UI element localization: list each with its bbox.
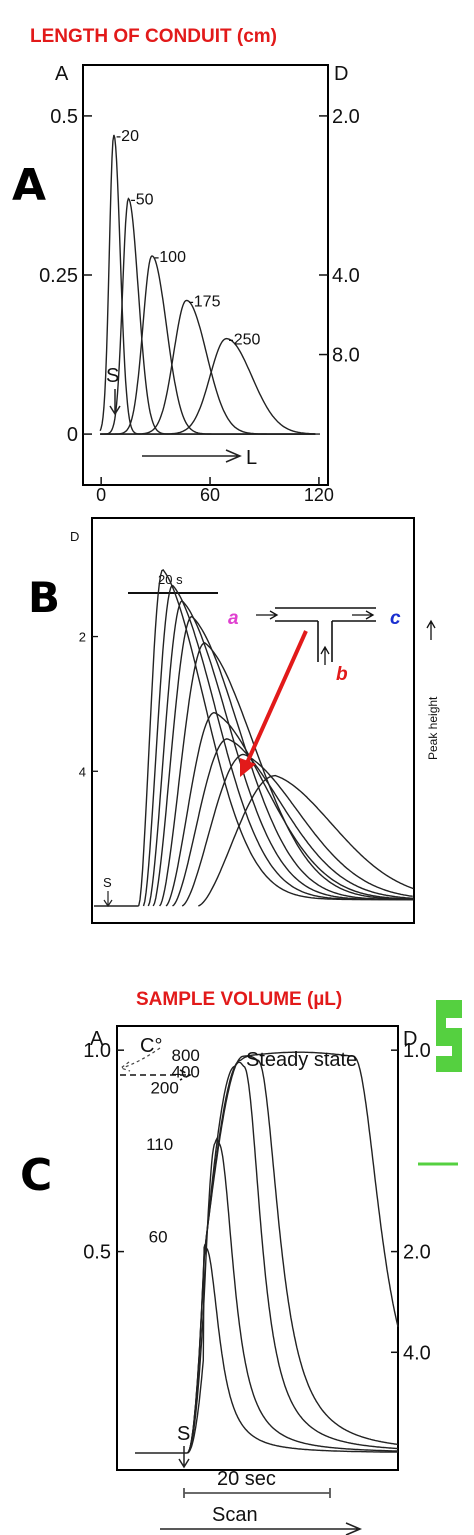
panel-c-left-ticks: 1.0 0.5 — [83, 1040, 124, 1264]
panel-c-title: SAMPLE VOLUME (µL) — [136, 989, 342, 1010]
panel-b-vertical-label: Peak height — [426, 696, 440, 760]
panel-c-letter: C — [20, 1150, 52, 1201]
panel-c: SAMPLE VOLUME (µL) C A D 1.0 0.5 1.0 2.0 4.… — [20, 989, 462, 1535]
panel-a-series-label: -175 — [188, 293, 220, 310]
panel-a-curves — [99, 134, 320, 435]
panel-c-series-label: 800 — [172, 1046, 200, 1065]
panel-a-right-tick-label: 8.0 — [332, 345, 360, 367]
panel-a-x-tick-label: 0 — [96, 485, 106, 505]
panel-c-scan-arrow — [160, 1522, 363, 1535]
panel-a-left-ticks: 0.5 0.25 0 — [39, 106, 92, 446]
panel-c-series-label: 400 — [172, 1062, 200, 1081]
panel-b-curve — [198, 774, 414, 907]
panel-b-scale-label: 20 s — [158, 572, 183, 587]
inlet-a-label: a — [228, 608, 239, 629]
panel-b-curves — [94, 568, 414, 907]
panel-a-scan-arrow — [142, 449, 242, 463]
panel-a-left-tick-label: 0.5 — [50, 106, 78, 128]
panel-c-curve-110 — [186, 1137, 398, 1454]
panel-a-right-axis-label: D — [334, 63, 348, 85]
panel-c-curves — [135, 1051, 399, 1454]
panel-b: B D 24 20 s a c b S Peak height — [28, 517, 440, 924]
panel-a-curve-50 — [100, 197, 316, 435]
panel-c-x-label: Scan — [212, 1504, 258, 1526]
panel-c-series-label: 60 — [149, 1227, 168, 1246]
panel-c-right-axis-label: D — [403, 1028, 417, 1050]
panel-b-plot-frame — [91, 517, 415, 924]
panel-a-letter: A — [12, 160, 46, 211]
panel-a-x-ticks: 0 60 120 — [96, 477, 334, 505]
panel-c-right-tick-label: 4.0 — [403, 1342, 431, 1364]
panel-a-series-labels: -20 -50 -100 -175 -250 — [116, 128, 261, 349]
panel-b-sample-arrow — [103, 891, 113, 908]
panel-b-left-tick-label: 2 — [79, 630, 86, 645]
panel-a-x-tick-label: 120 — [304, 485, 334, 505]
panel-c-right-tick-label: 2.0 — [403, 1242, 431, 1264]
panel-a-left-tick-label: 0 — [67, 424, 78, 446]
cropped-green-decoration — [436, 1000, 462, 1072]
panel-c-c0-label: C° — [140, 1035, 162, 1057]
panel-a-x-label: L — [246, 447, 257, 469]
panel-b-mixing-tee-inset: a c b — [228, 607, 401, 685]
inlet-b-label: b — [336, 664, 348, 685]
panel-a-series-label: -100 — [154, 249, 186, 266]
panel-b-axis-label: D — [70, 529, 79, 544]
panel-c-series-label: 200 — [150, 1078, 178, 1097]
panel-c-sample-marker: S — [177, 1423, 190, 1445]
panel-a: LENGTH OF CONDUIT (cm) A A D 0.5 0.25 0 2.… — [12, 26, 360, 505]
panel-b-curve — [152, 615, 414, 907]
panel-a-sample-arrow — [109, 389, 121, 416]
panel-b-curve — [165, 711, 414, 907]
panel-c-curve-400 — [186, 1055, 399, 1454]
outlet-c-arrow — [352, 610, 375, 620]
panel-c-series-label: 110 — [146, 1135, 173, 1154]
panel-a-x-tick-label: 60 — [200, 485, 220, 505]
panel-a-right-tick-label: 4.0 — [332, 265, 360, 287]
panel-a-series-label: -250 — [228, 332, 260, 349]
panel-b-up-arrow — [426, 619, 436, 640]
outlet-c-label: c — [390, 608, 401, 629]
panel-b-left-ticks: 24 — [79, 630, 98, 779]
panel-a-left-axis-label: A — [55, 63, 69, 85]
panel-b-curve — [172, 738, 414, 907]
inlet-b-arrow — [320, 645, 330, 665]
panel-a-curve-100 — [100, 255, 316, 435]
panel-c-curve-200 — [186, 1061, 398, 1454]
panel-c-right-ticks: 1.0 2.0 4.0 — [391, 1040, 431, 1364]
panel-a-curve-20 — [99, 134, 316, 435]
panel-a-left-tick-label: 0.25 — [39, 265, 78, 287]
panel-c-curve-60 — [187, 1244, 399, 1454]
panel-b-sample-marker: S — [103, 875, 112, 890]
panel-a-right-tick-label: 2.0 — [332, 106, 360, 128]
panel-c-sample-arrow — [178, 1446, 190, 1469]
panel-c-left-axis-label: A — [90, 1028, 104, 1050]
panel-b-left-tick-label: 4 — [79, 764, 86, 779]
panel-b-trend-arrow-shaft — [245, 630, 308, 764]
panel-a-series-label: -50 — [130, 192, 153, 209]
panel-a-right-ticks: 2.0 4.0 8.0 — [319, 106, 360, 367]
panel-c-left-tick-label: 0.5 — [83, 1242, 111, 1264]
panel-b-trend-arrow-head — [240, 758, 256, 777]
panel-c-left-tick-label: 1.0 — [83, 1040, 111, 1062]
inlet-a-arrow — [256, 610, 279, 620]
panel-c-curve-800 — [186, 1051, 399, 1454]
panel-b-curve — [181, 753, 413, 907]
panel-a-curve-250 — [100, 337, 316, 435]
panel-a-sample-marker: S — [106, 365, 119, 387]
panel-c-right-tick-label: 1.0 — [403, 1040, 431, 1062]
panel-b-letter: B — [28, 573, 60, 622]
panel-a-series-label: -20 — [116, 128, 139, 145]
panel-c-c0-dashed-line — [120, 1069, 192, 1081]
panel-c-steady-state-label: Steady state — [246, 1049, 357, 1071]
panel-c-scale-label: 20 sec — [217, 1468, 276, 1490]
panel-a-title: LENGTH OF CONDUIT (cm) — [30, 26, 277, 47]
panel-c-plot-frame — [116, 1025, 399, 1471]
